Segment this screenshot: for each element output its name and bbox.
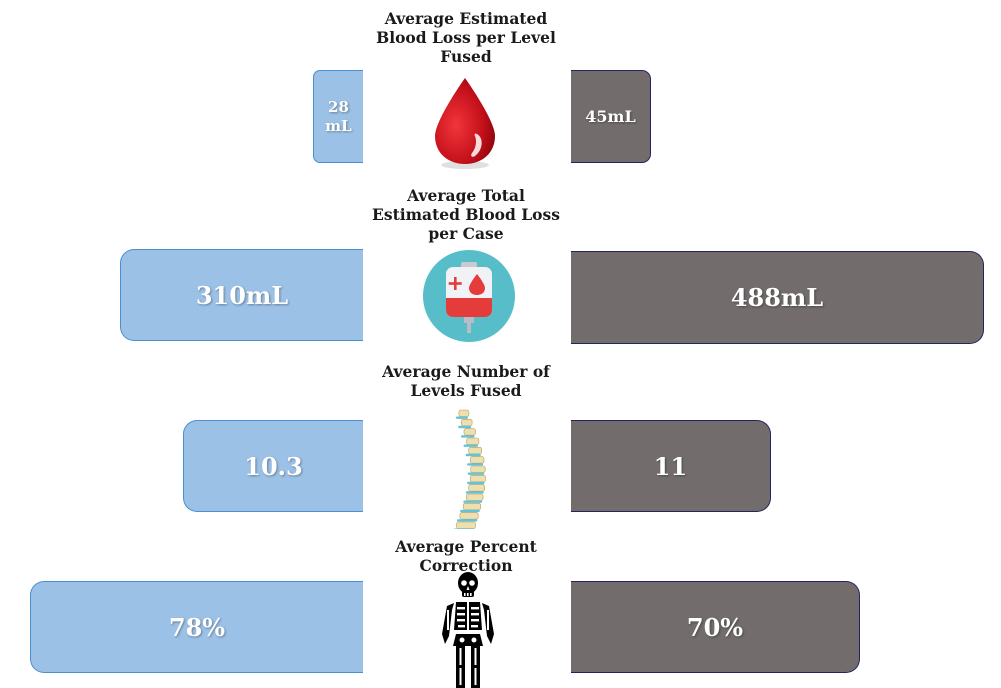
bar-label-left-1: 28 mL <box>325 97 352 135</box>
blood-drop-icon <box>435 78 495 169</box>
bar-label-right-2: 488mL <box>730 283 824 312</box>
bar-label-left-3: 10.3 <box>244 451 303 481</box>
category-title-percent-correction: Average Percent Correction <box>395 537 537 575</box>
category-title-blood-loss-per-level: Average Estimated Blood Loss per Level F… <box>376 9 556 66</box>
bar-left-total-blood-loss: 310mL <box>120 249 363 341</box>
bar-left-blood-loss-per-level: 28 mL <box>313 70 363 163</box>
category-title-levels-fused: Average Number of Levels Fused <box>382 362 550 400</box>
bar-right-levels-fused: 11 <box>571 420 771 512</box>
spine-icon <box>453 409 486 529</box>
bar-label-right-4: 70% <box>686 612 744 642</box>
category-title-total-blood-loss: Average Total Estimated Blood Loss per C… <box>372 186 560 243</box>
bar-left-levels-fused: 10.3 <box>183 420 363 512</box>
bar-right-blood-loss-per-level: 45mL <box>571 70 651 163</box>
bar-label-left-4: 78% <box>168 612 226 642</box>
bar-right-percent-correction: 70% <box>571 581 860 673</box>
bar-right-total-blood-loss: 488mL <box>571 251 984 344</box>
bar-label-right-1: 45mL <box>585 107 636 126</box>
bar-label-right-3: 11 <box>653 451 688 481</box>
bar-label-left-2: 310mL <box>195 280 289 310</box>
bar-left-percent-correction: 78% <box>30 581 363 673</box>
skeleton-icon <box>442 572 494 688</box>
blood-bag-icon <box>423 250 515 342</box>
